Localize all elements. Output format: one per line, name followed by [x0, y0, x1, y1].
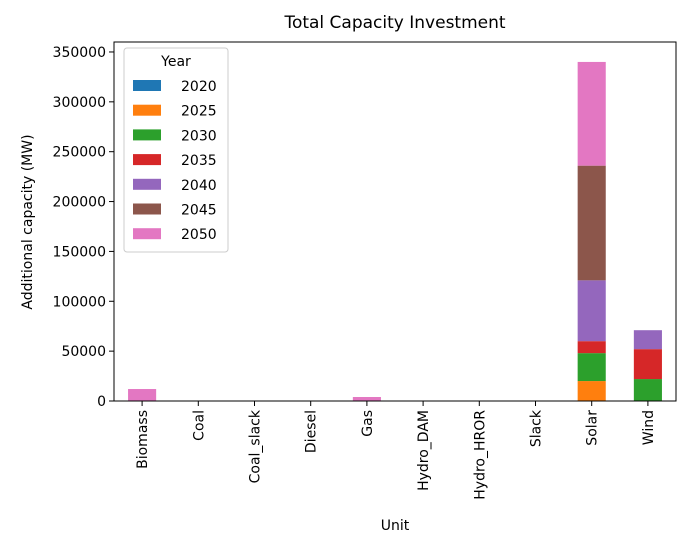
legend-swatch-2040: [133, 178, 161, 190]
x-tick-label: Diesel: [304, 410, 320, 453]
x-tick-label: Coal: [191, 410, 207, 441]
bar-wind-2040: [633, 330, 662, 350]
y-axis-label: Additional capacity (MW): [20, 134, 36, 309]
bar-solar-2035: [577, 341, 606, 354]
legend: Year 2020 2025 2030 2035 2040 2045 2050: [123, 47, 229, 253]
bar-wind-2035: [633, 349, 662, 380]
legend-label-2035: 2035: [181, 153, 217, 169]
bars-layer: [128, 61, 662, 401]
bar-solar-2040: [577, 280, 606, 342]
legend-label-2050: 2050: [181, 227, 217, 243]
bar-gas-2050: [352, 397, 381, 401]
y-tick-label: 50000: [61, 344, 106, 360]
legend-swatch-2020: [133, 80, 161, 91]
legend-title: Year: [160, 54, 191, 70]
x-tick-label: Wind: [641, 410, 657, 445]
y-axis: 0 50000 100000 150000 200000 250000 300000 3500…: [53, 45, 114, 410]
x-tick-label: Biomass: [135, 410, 151, 469]
legend-swatch-2045: [133, 203, 161, 215]
legend-label-2045: 2045: [181, 203, 217, 219]
y-tick-label: 350000: [53, 45, 106, 61]
bar-wind-2030: [633, 379, 662, 401]
legend-swatch-2030: [133, 129, 161, 141]
chart-title: Total Capacity Investment: [283, 13, 505, 33]
y-tick-label: 300000: [53, 95, 106, 111]
legend-swatch-2050: [133, 228, 161, 240]
bar-biomass-2050: [128, 389, 157, 401]
x-tick-label: Gas: [360, 410, 376, 437]
bar-solar-2025: [577, 381, 606, 401]
legend-label-2025: 2025: [181, 104, 217, 120]
y-tick-label: 200000: [53, 195, 106, 211]
legend-box: [123, 47, 229, 253]
y-tick-label: 150000: [53, 244, 106, 260]
y-tick-label: 100000: [53, 294, 106, 310]
bar-solar-2050: [577, 61, 606, 166]
legend-label-2030: 2030: [181, 128, 217, 144]
x-tick-label: Solar: [585, 410, 601, 446]
legend-swatch-2035: [133, 154, 161, 166]
bar-solar-2045: [577, 165, 606, 281]
legend-label-2040: 2040: [181, 178, 217, 194]
y-tick-label: 0: [97, 394, 106, 410]
legend-label-2020: 2020: [181, 79, 217, 95]
x-tick-label: Slack: [529, 409, 545, 447]
y-tick-label: 250000: [53, 145, 106, 161]
legend-swatch-2025: [133, 104, 161, 116]
plot-frame: [113, 41, 677, 402]
bar-solar-2030: [577, 353, 606, 382]
x-axis: Biomass Coal Coal_slack Diesel Gas Hydro_DAM H…: [135, 401, 657, 500]
x-tick-label: Coal_slack: [248, 409, 264, 483]
x-tick-label: Hydro_HROR: [472, 410, 488, 500]
x-tick-label: Hydro_DAM: [416, 410, 432, 491]
x-axis-label: Unit: [381, 518, 410, 534]
